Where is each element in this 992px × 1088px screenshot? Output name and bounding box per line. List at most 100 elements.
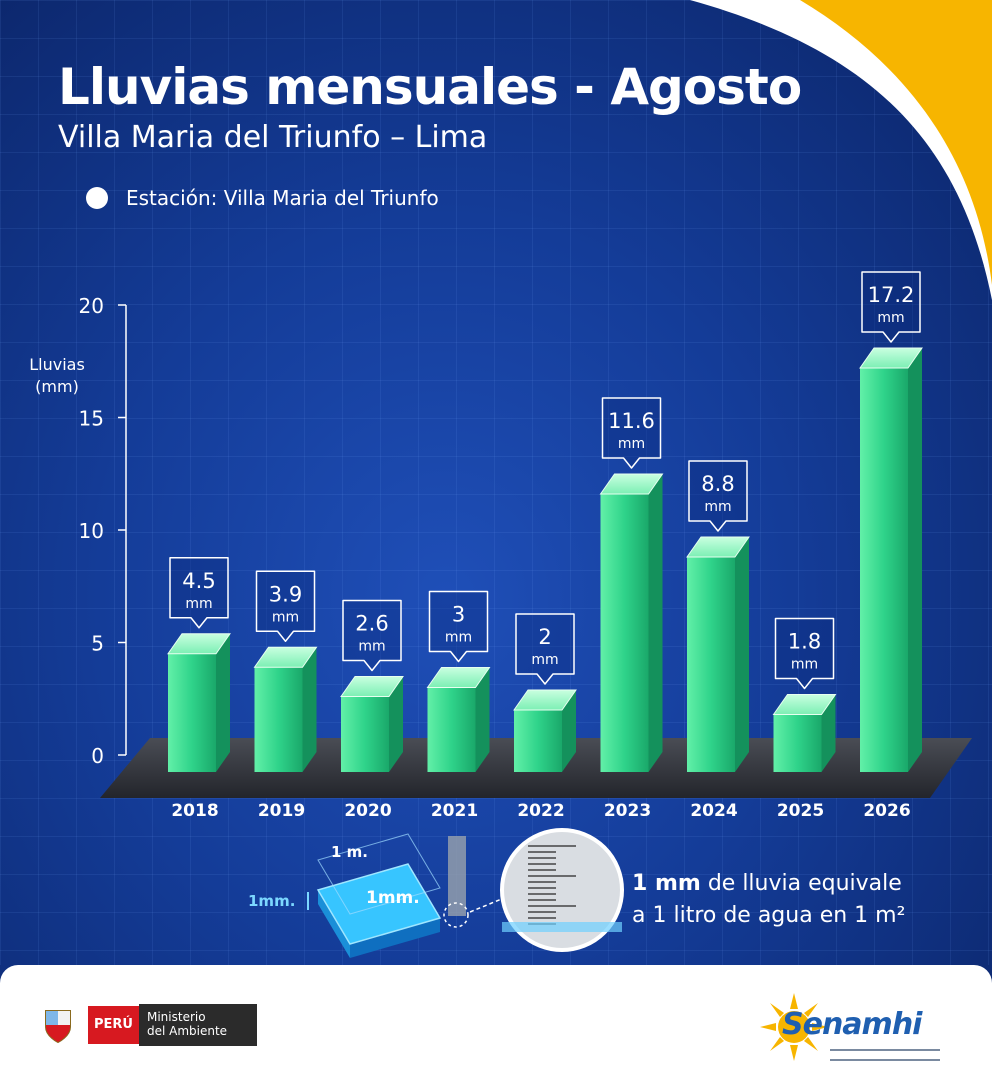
bar-2018 <box>167 633 231 772</box>
value-callout <box>861 271 921 343</box>
sun-icon <box>760 993 828 1061</box>
legend-label: Estación: Villa Maria del Triunfo <box>126 186 439 210</box>
x-tick-label: 2024 <box>690 801 737 821</box>
yellow-corner-accent <box>690 0 992 300</box>
y-tick-label: 5 <box>91 632 104 656</box>
x-tick-label: 2021 <box>431 801 478 821</box>
y-tick-label: 15 <box>79 407 104 431</box>
value-callout <box>169 557 229 629</box>
bar-2025 <box>772 694 837 772</box>
ruler-zoom-icon <box>500 828 624 952</box>
y-tick-label: 0 <box>91 744 104 768</box>
senamhi-wordmark: Senamhi <box>782 1007 922 1042</box>
senamhi-logo[interactable]: Senamhi <box>760 987 960 1067</box>
value-label: 3 <box>452 603 465 627</box>
x-tick-label: 2019 <box>258 801 305 821</box>
bar-side <box>648 474 663 772</box>
y-tick-label: 20 <box>79 294 104 318</box>
bar <box>514 710 562 772</box>
value-unit: mm <box>185 596 212 612</box>
x-tick-label: 2025 <box>777 801 824 821</box>
bar-side <box>302 647 317 772</box>
bar-side <box>216 633 230 772</box>
ruler-plate <box>448 836 466 916</box>
value-label: 17.2 <box>868 283 915 307</box>
bar-side <box>389 676 403 772</box>
ministry-line1: Ministerio <box>146 1010 206 1024</box>
bar <box>341 696 389 772</box>
bar <box>773 714 822 772</box>
legend-dot-icon <box>86 187 108 209</box>
value-label: 2 <box>538 625 551 649</box>
value-label: 2.6 <box>355 612 388 636</box>
peru-label: PERÚ <box>88 1006 139 1044</box>
value-callout <box>601 397 662 469</box>
bar <box>860 368 908 772</box>
zoom-circle <box>443 902 469 928</box>
bar-side <box>735 537 749 772</box>
rain-equivalence-note: 1 mm de lluvia equivale a 1 litro de agu… <box>632 868 905 932</box>
value-unit: mm <box>618 436 645 452</box>
water-box-label: 1mm. <box>366 888 420 908</box>
water-box-top <box>316 863 442 945</box>
bar <box>168 653 216 772</box>
footer: PERÚ Ministerio del Ambiente Senamhi <box>0 965 992 1088</box>
page-subtitle: Villa Maria del Triunfo – Lima <box>58 120 488 155</box>
water-box-front <box>350 918 440 958</box>
bar-top <box>859 347 923 369</box>
explain-strong: 1 mm <box>632 871 701 896</box>
value-unit: mm <box>272 609 299 625</box>
rain-measure-illustration <box>307 828 624 958</box>
bar-top <box>253 646 318 668</box>
bar-top <box>599 473 664 495</box>
ministry-line2: del Ambiente <box>146 1024 228 1038</box>
x-tick-label: 2020 <box>344 801 391 821</box>
value-unit: mm <box>877 310 904 326</box>
bar-chart: 0 5 10 15 20 4.5 mm 2018 3.9 mm 2019 2.6 mm 2020 3 mm 2… <box>79 271 972 821</box>
value-label: 4.5 <box>182 569 215 593</box>
bar-2026 <box>859 347 923 772</box>
value-label: 11.6 <box>608 409 655 433</box>
background-grid <box>0 0 992 965</box>
peru-shield-icon <box>45 1010 71 1044</box>
bar-2022 <box>513 689 577 772</box>
value-callout <box>428 590 489 663</box>
side-length-label: 1 m. <box>331 843 368 861</box>
x-tick-label: 2022 <box>517 801 564 821</box>
height-label: 1mm. <box>248 892 296 910</box>
value-label: 3.9 <box>269 582 302 606</box>
bar-2019 <box>253 646 318 772</box>
glass-box-outline <box>317 833 441 915</box>
water-box-side <box>318 890 350 958</box>
value-callout <box>515 613 575 685</box>
explain-line1: de lluvia equivale <box>700 871 902 896</box>
x-tick-label: 2026 <box>863 801 910 821</box>
bar-top <box>513 689 577 711</box>
bar-side <box>821 694 836 772</box>
senamhi-tagline-lines <box>830 1049 940 1061</box>
legend: Estación: Villa Maria del Triunfo <box>86 186 439 210</box>
value-callout <box>342 599 402 672</box>
x-tick-label: 2018 <box>171 801 218 821</box>
ruler-water <box>502 922 622 932</box>
bar <box>600 494 649 772</box>
value-callout <box>688 460 748 532</box>
bar-top <box>340 676 404 697</box>
ministry-label: Ministerio del Ambiente <box>138 1004 258 1046</box>
zoom-arrow <box>469 897 505 913</box>
value-unit: mm <box>358 639 385 655</box>
bar-side <box>908 348 922 772</box>
bar-top <box>686 536 750 558</box>
y-tick-label: 10 <box>79 519 104 543</box>
bar-side <box>562 690 576 772</box>
minam-logo[interactable]: PERÚ Ministerio del Ambiente <box>38 1002 258 1048</box>
bar-side <box>475 667 490 772</box>
bar <box>254 667 303 772</box>
bar <box>427 687 476 772</box>
y-axis-label: Lluvias (mm) <box>29 355 85 396</box>
value-callout <box>255 570 316 642</box>
value-unit: mm <box>445 630 472 646</box>
x-tick-label: 2023 <box>604 801 651 821</box>
value-callout <box>774 617 835 690</box>
